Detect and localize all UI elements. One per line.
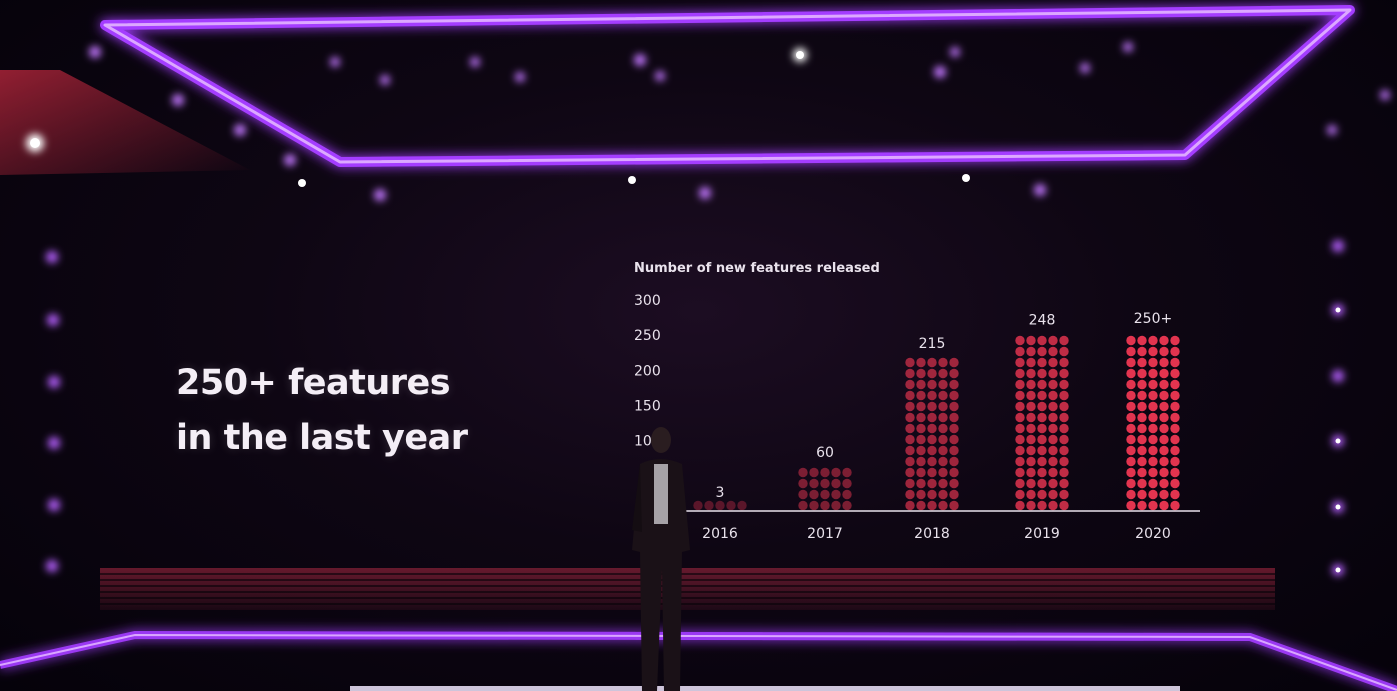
white-spotlights bbox=[26, 48, 970, 187]
x-tick-2017: 2017 bbox=[807, 526, 843, 542]
x-tick-2019: 2019 bbox=[1024, 526, 1060, 542]
stage-front-light bbox=[350, 686, 1180, 691]
data-label-2019: 248 bbox=[1029, 313, 1056, 329]
chart-title: Number of new features released bbox=[634, 261, 880, 276]
red-light-wash bbox=[0, 70, 250, 175]
bar-2019 bbox=[1015, 335, 1069, 511]
y-tick-label: 250 bbox=[634, 328, 661, 344]
bar-2020 bbox=[1126, 335, 1180, 511]
data-label-2017: 60 bbox=[816, 445, 834, 461]
slide-headline-line-1: 250+ features bbox=[176, 363, 451, 403]
bar-2016 bbox=[693, 500, 747, 511]
chart-data-labels: 3 60 215 248 250+ bbox=[716, 311, 1173, 501]
features-bar-chart: Number of new features released 10015020… bbox=[634, 261, 1200, 542]
y-tick-label: 300 bbox=[634, 293, 661, 309]
presenter-silhouette bbox=[632, 427, 690, 691]
chart-bars bbox=[693, 335, 1180, 511]
slide-headline-line-2: in the last year bbox=[176, 418, 468, 458]
x-tick-2018: 2018 bbox=[914, 526, 950, 542]
y-tick-label: 200 bbox=[634, 363, 661, 379]
x-axis-ticks: 2016 2017 2018 2019 2020 bbox=[702, 526, 1171, 542]
ceiling-spotlights bbox=[89, 42, 1390, 201]
data-label-2018: 215 bbox=[919, 336, 946, 352]
data-label-2020: 250+ bbox=[1134, 311, 1172, 327]
y-tick-label: 150 bbox=[634, 399, 661, 415]
ceiling-light-frame bbox=[100, 5, 1355, 167]
x-tick-2016: 2016 bbox=[702, 526, 738, 542]
data-label-2016: 3 bbox=[716, 485, 725, 501]
side-wall-lights bbox=[46, 240, 1344, 576]
bar-2017 bbox=[798, 467, 852, 511]
bar-2018 bbox=[905, 357, 959, 511]
x-tick-2020: 2020 bbox=[1135, 526, 1171, 542]
